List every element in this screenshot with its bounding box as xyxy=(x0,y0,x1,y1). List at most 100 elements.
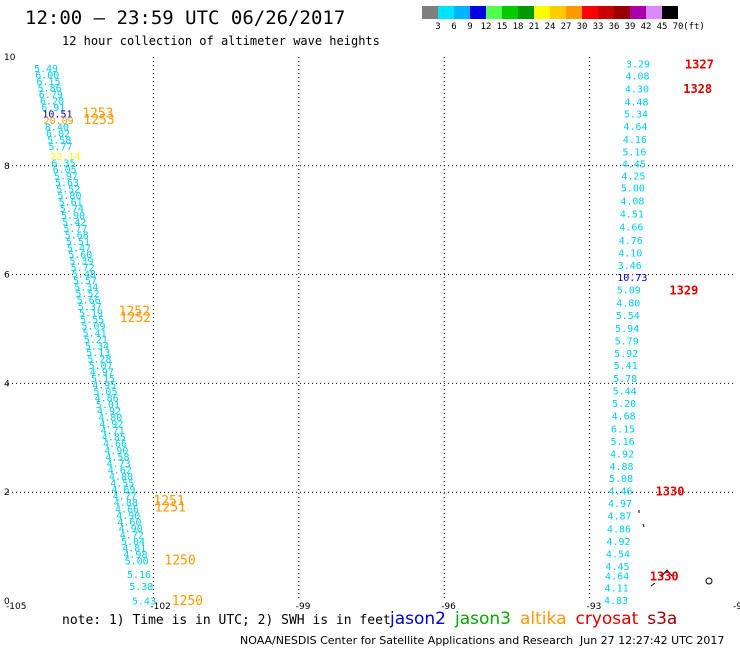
color-swatch xyxy=(470,6,486,19)
wave-height-label: 6.20 xyxy=(40,97,64,108)
wave-height-label: 4.90 xyxy=(119,524,143,535)
color-scale-label: 45 xyxy=(656,22,668,32)
wave-height-label: 5.34 xyxy=(74,283,98,294)
pass-time-label: 1251 xyxy=(153,494,184,509)
pass-time-label: 1252 xyxy=(120,311,151,326)
pass-time-label: 1253 xyxy=(82,106,113,121)
color-swatch xyxy=(486,6,502,19)
wave-height-label: 5.08 xyxy=(609,474,633,485)
wave-height-label: 4.97 xyxy=(608,499,632,510)
generated-timestamp: Jun 27 12:27:42 UTC 2017 xyxy=(580,634,725,647)
wave-height-label: 4.10 xyxy=(618,248,642,259)
wave-height-label: 5.86 xyxy=(38,83,62,94)
wave-height-label: 6.02 xyxy=(46,129,70,140)
pass-time-label: 1252 xyxy=(119,305,150,320)
wave-height-label: 6.35 xyxy=(51,159,75,170)
x-tick-label: -93 xyxy=(587,602,602,612)
color-scale-label: 27 xyxy=(560,22,572,32)
wave-height-label: 5.19 xyxy=(79,309,103,320)
y-tick-label: 4 xyxy=(4,379,10,389)
coastline xyxy=(638,510,713,587)
color-scale-label: 39 xyxy=(624,22,636,32)
map-title: 12:00 – 23:59 UTC 06/26/2017 xyxy=(25,7,346,29)
wave-height-label: 4.77 xyxy=(113,491,137,502)
x-tick-label: -99 xyxy=(296,602,311,612)
wave-height-label: 5.00 xyxy=(621,184,645,195)
wave-height-label: 5.94 xyxy=(615,324,639,335)
wave-height-label: 4.60 xyxy=(117,518,141,529)
wave-height-label: 5.61 xyxy=(59,198,83,209)
wave-height-label: 6.79 xyxy=(39,90,63,101)
wave-height-label: 8.40 xyxy=(45,123,69,134)
wave-height-label: 3.46 xyxy=(618,261,642,272)
wave-height-label: 5.09 xyxy=(617,285,641,296)
wave-height-label: 4.92 xyxy=(610,450,634,461)
color-swatch xyxy=(614,6,630,19)
color-scale-label: 24 xyxy=(544,22,556,32)
wave-height-label: 6.00 xyxy=(35,70,59,81)
color-swatch xyxy=(502,6,518,19)
y-tick-label: 10 xyxy=(4,53,16,63)
wave-height-label: 4.66 xyxy=(115,505,139,516)
wave-height-label: 5.07 xyxy=(89,361,113,372)
wave-height-label: 5.44 xyxy=(613,386,637,397)
wave-height-label: 6.15 xyxy=(611,425,635,436)
wave-height-label: 4.73 xyxy=(107,459,131,470)
wave-height-label: 4.54 xyxy=(606,550,630,561)
color-scale-label: 42 xyxy=(640,22,652,32)
pass-time-label: 1328 xyxy=(683,82,712,96)
wave-height-label: 4.90 xyxy=(116,511,140,522)
pass-time-label: 1250 xyxy=(172,594,203,609)
grid-lines xyxy=(8,57,735,601)
units-note: note: 1) Time is in UTC; 2) SWH is in fe… xyxy=(62,613,391,628)
wave-height-label: 4.87 xyxy=(607,512,631,523)
map-subtitle: 12 hour collection of altimeter wave hei… xyxy=(62,34,380,48)
wave-height-label: 5.92 xyxy=(614,349,638,360)
wave-height-label: 5.74 xyxy=(60,204,84,215)
wave-height-label: 4.68 xyxy=(612,411,636,422)
satellite-legend: jason2 jason3 altika cryosat s3a xyxy=(390,609,686,629)
x-tick-label: -96 xyxy=(441,602,456,612)
credit-line: NOAA/NESDIS Center for Satellite Applica… xyxy=(240,634,574,647)
axis-tick-labels: -105 -102 -99 -96 -93 -90 10 8 6 4 2 0 xyxy=(4,53,740,612)
wave-height-label: 5.09 xyxy=(81,322,105,333)
wave-height-label: 4.92 xyxy=(99,420,123,431)
wave-height-label: 5.05 xyxy=(93,387,117,398)
wave-height-label: 4.08 xyxy=(625,71,649,82)
wave-height-label: 4.25 xyxy=(621,172,645,183)
wave-height-label: 4.95 xyxy=(92,380,116,391)
wave-height-label: 5.55 xyxy=(80,315,104,326)
wave-height-label: 5.72 xyxy=(71,263,95,274)
wave-height-label: 4.86 xyxy=(95,394,119,405)
color-scale-label: 18 xyxy=(512,22,524,32)
wave-height-label: 3.29 xyxy=(626,60,650,71)
wave-height-label: 4.72 xyxy=(120,531,144,542)
wave-height-label: 4.90 xyxy=(104,446,128,457)
wave-height-label: 4.08 xyxy=(620,197,644,208)
wave-height-label: 5.47 xyxy=(67,243,91,254)
pass-time-label: 1330 xyxy=(650,569,679,583)
wave-height-label: 5.68 xyxy=(65,230,89,241)
wave-height-label: 5.15 xyxy=(91,374,115,385)
wave-height-label: 4.92 xyxy=(606,537,630,548)
wave-height-label: 5.04 xyxy=(121,537,145,548)
pass-time-label: 1329 xyxy=(669,283,698,297)
x-tick-label: -90 xyxy=(733,602,740,612)
wave-height-label: 6.05 xyxy=(53,165,77,176)
wave-height-label: 4.92 xyxy=(97,407,121,418)
wave-height-label: 4.58 xyxy=(105,452,129,463)
wave-height-label: 4.45 xyxy=(622,160,646,171)
wave-height-label: 6.91 xyxy=(41,103,65,114)
wave-height-label: 4.55 xyxy=(110,478,134,489)
wave-height-label: 5.42 xyxy=(62,217,86,228)
color-scale-label: 36 xyxy=(608,22,620,32)
wave-height-label: 5.57 xyxy=(73,276,97,287)
wave-height-label: 5.16 xyxy=(622,148,646,159)
color-scale-label: 30 xyxy=(576,22,588,32)
wave-height-label: 4.11 xyxy=(605,583,629,594)
wave-height-label: 5.63 xyxy=(55,178,79,189)
wave-height-label: 5.52 xyxy=(75,289,99,300)
color-scale-label: 15 xyxy=(496,22,508,32)
wave-height-label: 4.81 xyxy=(122,544,146,555)
wave-height-label: 4.88 xyxy=(114,498,138,509)
